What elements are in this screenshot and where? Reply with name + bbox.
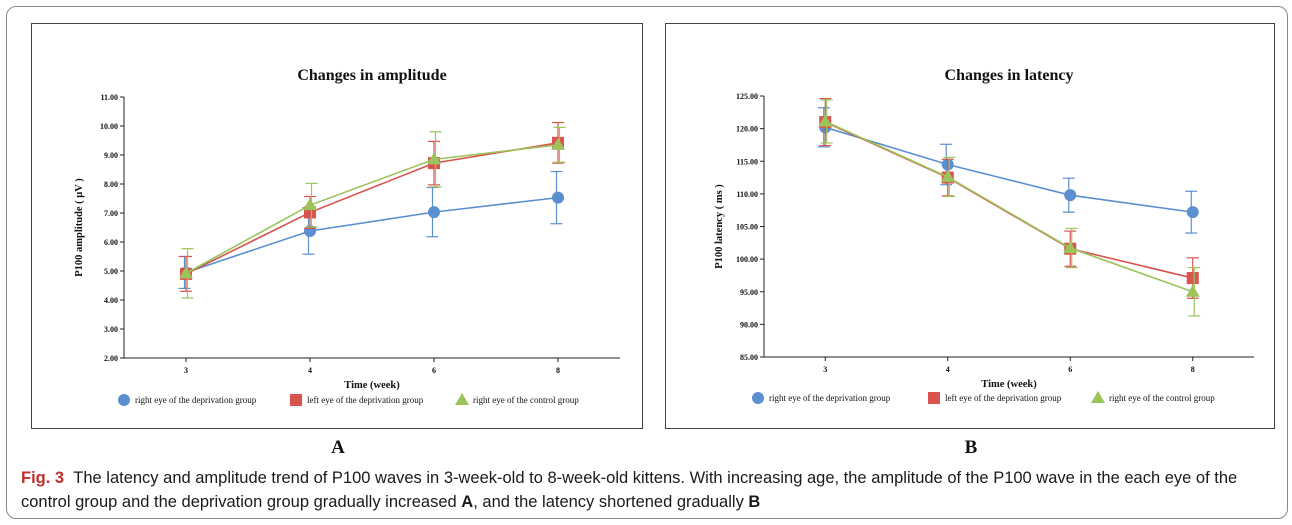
amplitude-legend-label: right eye of the control group	[473, 395, 579, 405]
latency-legend: right eye of the deprivation group left e…	[752, 391, 1215, 404]
amplitude-x-tick-label: 6	[432, 366, 436, 375]
amplitude-y-tick-label: 2.00	[104, 354, 118, 363]
amplitude-legend-marker	[118, 394, 130, 406]
latency-y-axis-label: P100 latency ( ms )	[714, 184, 725, 269]
amplitude-chart: Changes in amplitude 2.00 3.00 4.00 5.00 6.00…	[74, 67, 620, 406]
latency-x-tick-label: 8	[1191, 365, 1195, 374]
latency-x-axis-label: Time (week)	[981, 379, 1037, 390]
latency-y-tick-label: 95.00	[740, 288, 758, 297]
latency-data-point	[1185, 284, 1200, 297]
latency-x-tick-label: 6	[1068, 365, 1072, 374]
amplitude-series-3	[179, 126, 566, 299]
amplitude-data-point	[179, 266, 193, 279]
latency-legend-marker	[752, 392, 764, 404]
latency-series-line	[824, 121, 1193, 279]
latency-chart-panel: Changes in latency 85.00 90.00 95.00 100.00 1…	[665, 23, 1275, 429]
latency-chart: Changes in latency 85.00 90.00 95.00 100.00 1…	[714, 67, 1254, 404]
latency-data-point	[818, 114, 833, 127]
latency-legend-label: left eye of the deprivation group	[945, 393, 1062, 403]
amplitude-data-point	[552, 191, 564, 204]
amplitude-y-tick-label: 3.00	[104, 325, 118, 334]
latency-legend-label: right eye of the control group	[1109, 393, 1215, 403]
amplitude-legend-marker	[455, 393, 469, 405]
caption-figure-label: Fig. 3	[21, 469, 65, 487]
amplitude-series-line	[185, 144, 559, 275]
latency-series-2	[819, 98, 1199, 299]
latency-y-tick-label: 115.00	[736, 157, 758, 166]
latency-x-tick-label: 3	[823, 365, 827, 374]
amplitude-x-tick-label: 3	[184, 366, 188, 375]
amplitude-legend-label: left eye of the deprivation group	[307, 395, 424, 405]
amplitude-series-line	[185, 196, 559, 274]
amplitude-chart-panel: Changes in amplitude 2.00 3.00 4.00 5.00 6.00…	[31, 23, 643, 429]
amplitude-data-point	[551, 137, 565, 150]
amplitude-y-tick-label: 10.00	[100, 122, 118, 131]
latency-y-tick-label: 120.00	[736, 125, 758, 134]
latency-y-tick-label: 100.00	[736, 255, 758, 264]
amplitude-y-tick-label: 8.00	[104, 180, 118, 189]
caption-ref-a: A	[461, 493, 474, 511]
amplitude-y-tick-label: 7.00	[104, 209, 118, 218]
amplitude-legend: right eye of the deprivation group left e…	[118, 393, 579, 406]
latency-data-point	[1186, 272, 1199, 285]
amplitude-x-axis-label: Time (week)	[344, 380, 400, 391]
amplitude-chart-title: Changes in amplitude	[297, 67, 446, 84]
amplitude-y-tick-label: 6.00	[104, 238, 118, 247]
amplitude-data-point	[427, 152, 441, 165]
latency-data-point	[1186, 206, 1199, 219]
amplitude-series-2	[180, 121, 564, 292]
amplitude-y-tick-label: 5.00	[104, 267, 118, 276]
latency-legend-label: right eye of the deprivation group	[769, 393, 891, 403]
amplitude-series-1	[178, 170, 564, 289]
latency-y-tick-label: 125.00	[736, 92, 758, 101]
latency-y-tick-label: 90.00	[740, 320, 758, 329]
amplitude-y-tick-label: 4.00	[104, 296, 118, 305]
caption-text-part-1: The latency and amplitude trend of P100 …	[21, 469, 1238, 511]
latency-x-tick-label: 4	[946, 365, 950, 374]
latency-y-tick-label: 85.00	[740, 353, 758, 362]
amplitude-y-tick-label: 11.00	[100, 93, 118, 102]
latency-data-point	[940, 169, 955, 182]
amplitude-x-tick-label: 4	[308, 366, 312, 375]
panel-label-a: A	[331, 437, 345, 458]
latency-chart-title: Changes in latency	[945, 67, 1074, 84]
latency-series-3	[818, 99, 1201, 317]
latency-y-tick-label: 110.00	[736, 190, 758, 199]
amplitude-legend-label: right eye of the deprivation group	[135, 395, 257, 405]
amplitude-y-axis-label: P100 amplitude ( μV )	[74, 178, 85, 277]
latency-legend-marker	[1091, 391, 1105, 403]
amplitude-series-line	[185, 142, 559, 275]
caption-ref-b: B	[748, 493, 761, 511]
latency-y-tick-label: 105.00	[736, 223, 758, 232]
latency-series-1	[817, 107, 1199, 234]
amplitude-x-tick-label: 8	[556, 366, 560, 375]
latency-series-line	[825, 126, 1193, 213]
amplitude-legend-marker	[290, 394, 302, 406]
amplitude-data-point	[428, 206, 440, 219]
caption-text-part-2: , and the latency shortened gradually	[473, 493, 749, 511]
panel-label-b: B	[964, 437, 978, 458]
amplitude-data-point	[303, 198, 317, 211]
latency-data-point	[1063, 241, 1078, 254]
amplitude-y-tick-label: 9.00	[104, 151, 118, 160]
latency-legend-marker	[928, 392, 940, 404]
latency-data-point	[1064, 189, 1077, 202]
figure-caption: Fig. 3 The latency and amplitude trend o…	[21, 466, 1283, 514]
latency-series-line	[824, 120, 1194, 293]
figure-frame: Changes in amplitude 2.00 3.00 4.00 5.00 6.00…	[6, 6, 1288, 519]
